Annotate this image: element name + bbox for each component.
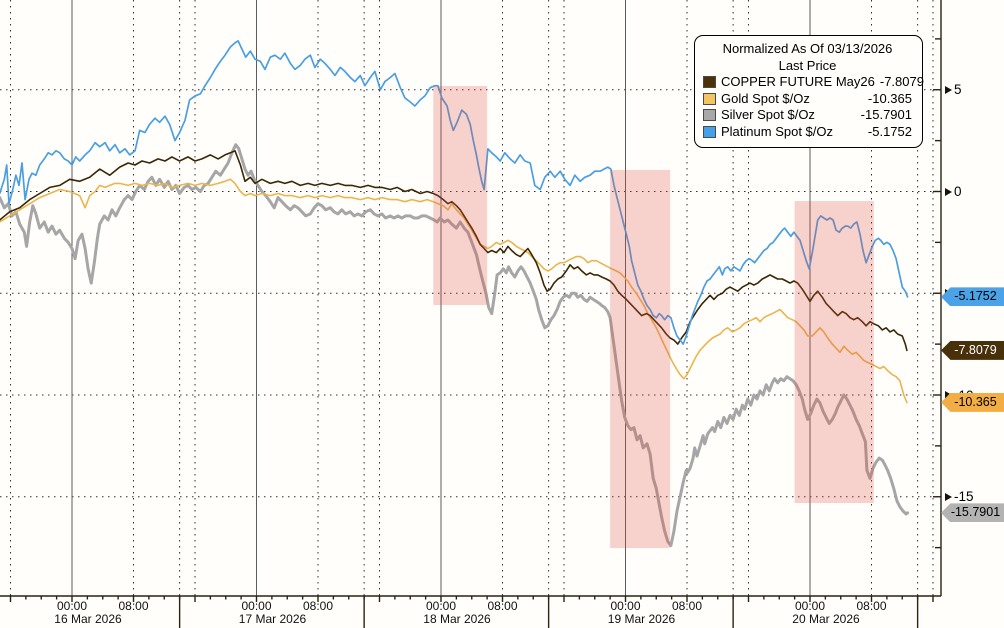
series-line [0, 178, 908, 404]
y-axis-tick-label: 5 [945, 82, 962, 98]
highlight-band [433, 86, 488, 306]
price-tag-platinum: -5.1752 [941, 287, 1004, 307]
price-tag-silver: -15.7901 [941, 503, 1004, 523]
x-axis-time-label: 00:00 [610, 599, 641, 613]
legend-item-gold: Gold Spot $/Oz -10.365 [703, 91, 912, 108]
series-line [0, 143, 910, 548]
highlight-band [610, 169, 671, 549]
legend-series-value: -7.8079 [879, 74, 924, 89]
price-tag-gold-value: -10.365 [954, 394, 997, 409]
x-axis-date-label: 16 Mar 2026 [54, 612, 122, 626]
price-tag-copper-value: -7.8079 [954, 342, 997, 357]
legend-series-name: Gold Spot $/Oz [721, 90, 810, 106]
legend-subtitle: Last Price [778, 57, 837, 73]
legend-series-value: -15.7901 [860, 107, 912, 122]
legend-series-name: Silver Spot $/Oz [721, 107, 815, 122]
legend-series-name: COPPER FUTURE May26 [721, 74, 875, 89]
highlight-band [794, 201, 874, 504]
x-axis-date-label: 19 Mar 2026 [607, 612, 676, 626]
price-tag-silver-value: -15.7901 [950, 505, 1001, 520]
gold-swatch-icon [703, 92, 716, 105]
price-tag-gold: -10.365 [941, 392, 1004, 412]
x-axis-date-label: 17 Mar 2026 [238, 612, 307, 626]
series-line [0, 150, 908, 352]
x-axis-time-label: 08:00 [302, 599, 334, 613]
price-tag-copper: -7.8079 [941, 340, 1004, 360]
silver-swatch-icon [703, 109, 716, 122]
y-axis-tick-label: 0 [945, 184, 962, 200]
price-tag-platinum-value: -5.1752 [954, 289, 997, 304]
legend-series-value: -5.1752 [867, 123, 912, 139]
x-axis-time-label: 08:00 [856, 599, 887, 613]
x-axis-date-label: 20 Mar 2026 [792, 612, 860, 626]
x-axis-time-label: 08:00 [487, 599, 518, 613]
y-axis-tick-value: 5 [954, 82, 962, 98]
legend-series-value: -10.365 [867, 90, 912, 106]
platinum-swatch-icon [703, 125, 716, 138]
tick-arrow-icon [945, 187, 952, 196]
x-axis-time-label: 00:00 [794, 599, 826, 613]
copper-swatch-icon [703, 76, 716, 89]
tick-arrow-icon [945, 85, 952, 94]
x-axis-date-label: 18 Mar 2026 [423, 612, 491, 626]
legend-item-silver: Silver Spot $/Oz -15.7901 [703, 107, 912, 124]
series-line [0, 40, 909, 345]
legend-series-name: Platinum Spot $/Oz [721, 123, 833, 139]
legend-item-copper: COPPER FUTURE May26 -7.8079 [703, 74, 924, 91]
y-axis-tick-value: -15 [954, 489, 974, 505]
y-axis-tick-label: -15 [945, 489, 974, 505]
legend-item-platinum: Platinum Spot $/Oz -5.1752 [703, 124, 912, 141]
legend-title: Normalized As Of 03/13/2026 [722, 41, 893, 56]
y-axis-tick-value: 0 [954, 184, 962, 199]
x-axis-time-label: 08:00 [671, 599, 703, 613]
x-axis-time-label: 00:00 [425, 599, 457, 613]
x-axis-time-label: 00:00 [56, 599, 88, 613]
tick-arrow-icon [945, 492, 952, 501]
legend-box: Normalized As Of 03/13/2026 Last Price C… [694, 35, 924, 148]
x-axis-time-label: 08:00 [118, 599, 149, 613]
x-axis-time-label: 00:00 [241, 599, 272, 613]
